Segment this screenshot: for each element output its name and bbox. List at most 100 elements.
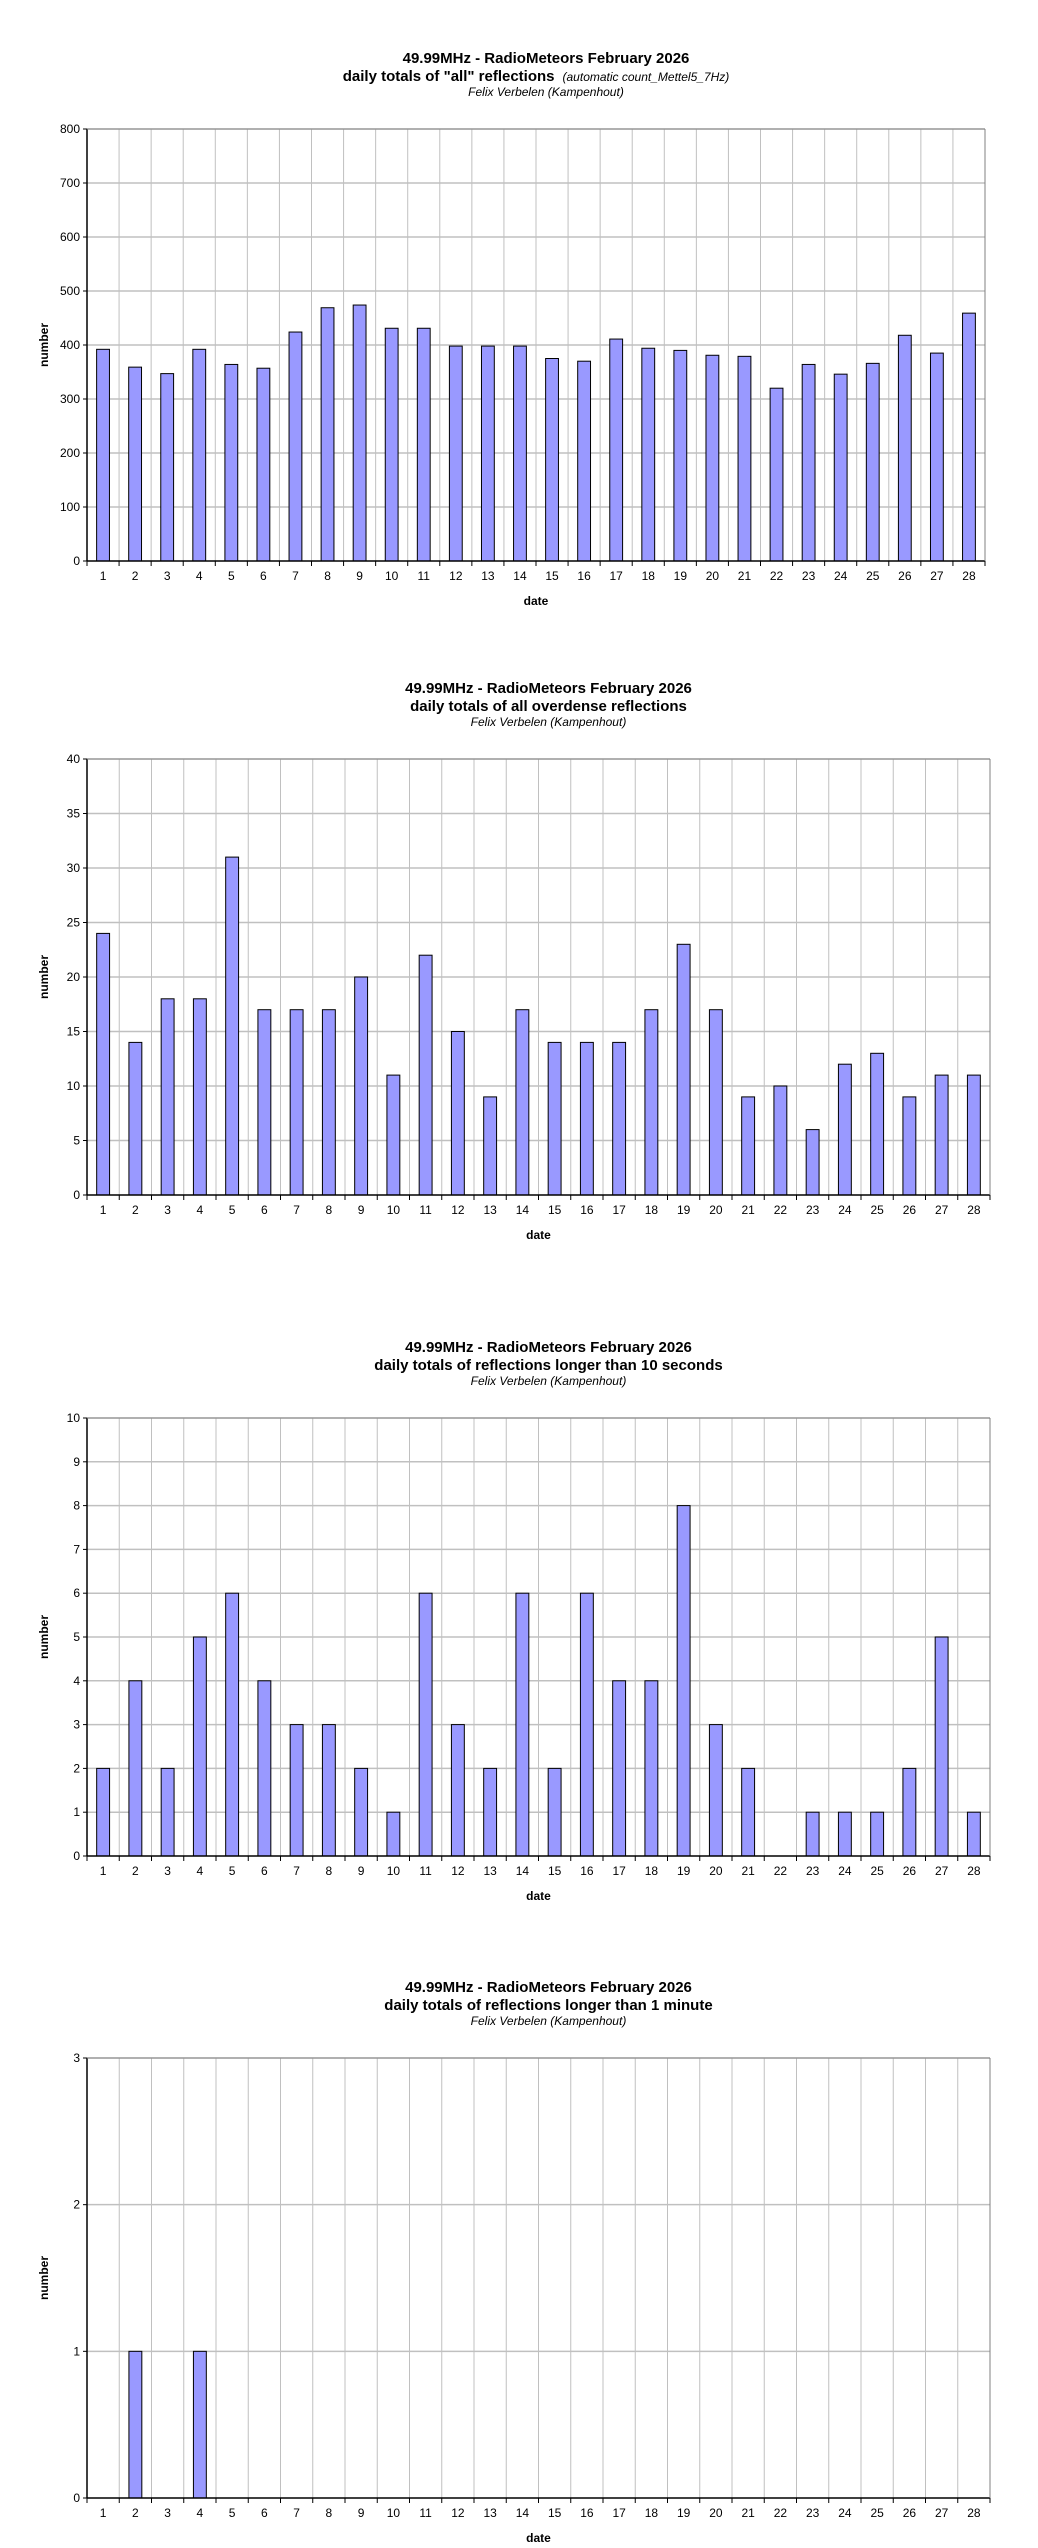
bar-day-28 <box>966 1811 981 1857</box>
x-tick-label: 3 <box>164 569 171 583</box>
x-tick-label: 9 <box>358 1864 365 1878</box>
bar-day-24 <box>837 1811 852 1857</box>
x-tick-label: 14 <box>516 1203 530 1217</box>
x-tick-label: 25 <box>870 1864 884 1878</box>
y-tick-label: 500 <box>60 284 80 298</box>
x-tick-label: 19 <box>677 2506 691 2520</box>
x-tick-label: 10 <box>387 1203 401 1217</box>
x-tick-label: 16 <box>580 1203 594 1217</box>
chart-title: 49.99MHz - RadioMeteors February 2026 <box>405 1979 692 1996</box>
y-tick-label: 600 <box>60 230 80 244</box>
x-tick-label: 21 <box>741 1203 755 1217</box>
bar-day-8 <box>321 1009 336 1196</box>
x-tick-label: 8 <box>324 569 331 583</box>
x-tick-label: 11 <box>419 1864 432 1878</box>
x-tick-label: 10 <box>387 1864 401 1878</box>
bar-day-4 <box>192 1636 207 1857</box>
bar-day-15 <box>547 1041 562 1196</box>
bar-day-27 <box>929 352 944 562</box>
bar-day-26 <box>897 334 912 562</box>
x-tick-label: 8 <box>326 2506 333 2520</box>
x-tick-label: 4 <box>197 2506 204 2520</box>
bar-day-14 <box>513 345 527 562</box>
x-tick-label: 8 <box>326 1864 333 1878</box>
x-tick-label: 17 <box>609 569 623 583</box>
x-tick-label: 28 <box>967 1864 981 1878</box>
y-tick-label: 300 <box>60 392 80 406</box>
bar-day-10 <box>386 1811 401 1857</box>
bar-day-9 <box>354 976 369 1196</box>
bar-day-5 <box>225 856 240 1196</box>
bar-day-27 <box>934 1636 949 1857</box>
x-tick-label: 25 <box>866 569 880 583</box>
x-tick-label: 2 <box>132 569 139 583</box>
x-tick-label: 1 <box>100 1864 107 1878</box>
x-tick-label: 15 <box>545 569 559 583</box>
x-tick-label: 6 <box>261 1864 268 1878</box>
y-tick-label: 30 <box>67 861 81 875</box>
bar-day-7 <box>289 1724 304 1857</box>
chart-subtitle-note: (automatic count_Mettel5_7Hz) <box>563 70 730 84</box>
x-tick-label: 1 <box>100 2506 107 2520</box>
x-tick-label: 20 <box>709 1203 723 1217</box>
x-tick-label: 26 <box>903 2506 917 2520</box>
x-tick-label: 7 <box>292 569 299 583</box>
chart-3: 49.99MHz - RadioMeteors February 2026dai… <box>37 1339 991 1903</box>
x-tick-label: 4 <box>197 1203 204 1217</box>
chart-subtitle: daily totals of reflections longer than … <box>374 1357 722 1374</box>
x-tick-label: 7 <box>293 1864 300 1878</box>
bar-day-11 <box>418 1592 433 1857</box>
bar-day-27 <box>934 1074 949 1196</box>
bar-day-18 <box>644 1680 659 1857</box>
bar-day-25 <box>870 1052 885 1196</box>
bar-day-3 <box>160 998 175 1196</box>
bar-day-26 <box>902 1767 917 1857</box>
y-axis-label: number <box>37 1615 51 1659</box>
x-tick-label: 16 <box>577 569 591 583</box>
y-tick-label: 3 <box>73 2051 80 2065</box>
bar-day-6 <box>256 367 271 562</box>
x-tick-label: 4 <box>197 1864 204 1878</box>
x-tick-label: 2 <box>132 1203 139 1217</box>
bar-day-24 <box>833 373 848 562</box>
x-tick-label: 7 <box>293 2506 300 2520</box>
x-tick-label: 12 <box>451 2506 465 2520</box>
x-tick-label: 3 <box>164 1864 171 1878</box>
x-tick-label: 12 <box>451 1864 465 1878</box>
x-tick-label: 5 <box>228 569 235 583</box>
x-tick-label: 3 <box>164 2506 171 2520</box>
bar-day-12 <box>450 1031 465 1196</box>
chart-subtitle: daily totals of all overdense reflection… <box>410 698 687 715</box>
x-tick-label: 9 <box>356 569 363 583</box>
bar-day-28 <box>966 1074 981 1196</box>
chart-subtitle: daily totals of reflections longer than … <box>384 1997 712 2014</box>
x-tick-label: 22 <box>774 1203 788 1217</box>
bar-day-7 <box>288 331 303 562</box>
x-tick-label: 23 <box>806 2506 820 2520</box>
y-tick-label: 20 <box>67 970 81 984</box>
x-tick-label: 18 <box>642 569 656 583</box>
x-tick-label: 15 <box>548 1203 562 1217</box>
bar-day-11 <box>418 954 433 1196</box>
x-tick-label: 5 <box>229 2506 236 2520</box>
x-tick-label: 9 <box>358 2506 365 2520</box>
x-tick-label: 24 <box>834 569 848 583</box>
x-axis-label: date <box>526 1228 551 1242</box>
bar-day-4 <box>192 348 207 562</box>
x-tick-label: 1 <box>100 569 107 583</box>
bar-day-21 <box>741 1767 756 1857</box>
y-tick-label: 100 <box>60 500 80 514</box>
x-tick-label: 14 <box>516 1864 530 1878</box>
chart-4: 49.99MHz - RadioMeteors February 2026dai… <box>37 1979 991 2545</box>
x-tick-label: 28 <box>962 569 976 583</box>
x-tick-label: 21 <box>738 569 752 583</box>
bar-day-21 <box>741 1096 756 1196</box>
x-tick-label: 25 <box>870 1203 884 1217</box>
bar-day-10 <box>386 1074 401 1196</box>
x-tick-label: 26 <box>903 1203 917 1217</box>
x-tick-label: 19 <box>677 1203 691 1217</box>
x-tick-label: 18 <box>645 2506 659 2520</box>
x-tick-label: 3 <box>164 1203 171 1217</box>
x-tick-label: 25 <box>870 2506 884 2520</box>
bar-day-17 <box>612 1041 627 1196</box>
